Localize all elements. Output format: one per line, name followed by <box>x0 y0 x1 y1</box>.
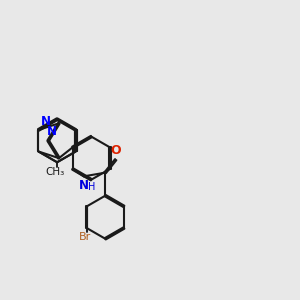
Text: O: O <box>110 144 121 157</box>
Text: Br: Br <box>79 232 91 242</box>
Text: N: N <box>47 125 57 138</box>
Text: H: H <box>88 182 96 192</box>
Text: CH₃: CH₃ <box>46 167 65 177</box>
Text: N: N <box>79 179 89 192</box>
Text: N: N <box>41 115 51 128</box>
